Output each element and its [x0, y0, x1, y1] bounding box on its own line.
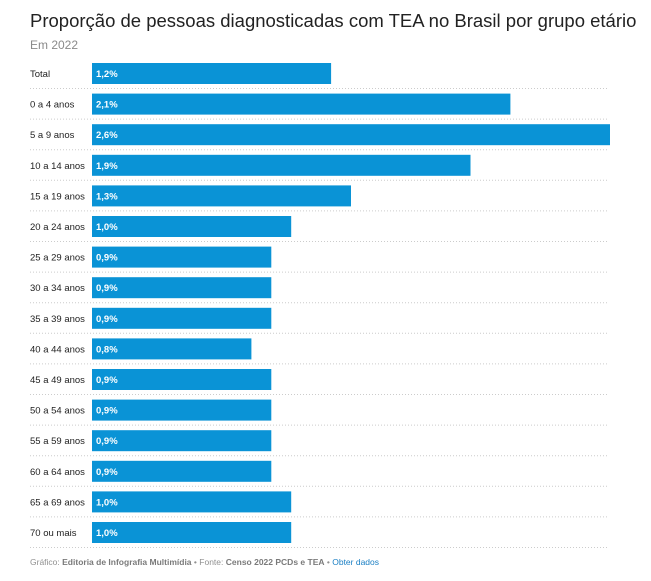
get-data-link[interactable]: Obter dados: [332, 557, 380, 567]
category-label: 70 ou mais: [30, 528, 77, 539]
bar[interactable]: [92, 185, 351, 207]
category-label: 5 a 9 anos: [30, 130, 75, 141]
bar[interactable]: [92, 93, 511, 115]
bar[interactable]: [92, 63, 332, 84]
data-label: 1,3%: [96, 191, 118, 202]
data-label: 0,9%: [96, 283, 118, 294]
data-label: 1,9%: [96, 161, 118, 172]
data-label: 1,0%: [96, 497, 118, 508]
category-label: 60 a 64 anos: [30, 467, 85, 478]
data-label: 0,9%: [96, 436, 118, 447]
footer-separator: •: [193, 557, 197, 567]
data-label: 1,2%: [96, 69, 118, 80]
category-label: 40 a 44 anos: [30, 344, 85, 355]
data-label: 0,8%: [96, 344, 118, 355]
bar[interactable]: [92, 369, 272, 390]
footer-separator-2: •: [326, 557, 330, 567]
category-label: 50 a 54 anos: [30, 406, 85, 417]
bar[interactable]: [92, 491, 292, 513]
bar[interactable]: [92, 124, 610, 146]
chart-subtitle: Em 2022: [30, 38, 79, 52]
category-label: 45 a 49 anos: [30, 375, 85, 386]
category-label: 30 a 34 anos: [30, 283, 85, 294]
data-label: 0,9%: [96, 375, 118, 386]
data-label: 2,1%: [96, 100, 118, 111]
category-label: 20 a 24 anos: [30, 222, 85, 233]
bar[interactable]: [92, 338, 252, 360]
category-label: 15 a 19 anos: [30, 191, 85, 202]
data-label: 0,9%: [96, 406, 118, 417]
category-label: 55 a 59 anos: [30, 436, 85, 447]
bar[interactable]: [92, 460, 272, 482]
category-label: 10 a 14 anos: [30, 161, 85, 172]
data-label: 2,6%: [96, 130, 118, 141]
bar[interactable]: [92, 522, 292, 543]
credit-label: Gráfico:: [30, 557, 60, 567]
category-label: 65 a 69 anos: [30, 497, 85, 508]
chart-footer: Gráfico: Editoria de Infografia Multimíd…: [30, 557, 379, 567]
data-label: 0,9%: [96, 253, 118, 264]
credit-value: Editoria de Infografia Multimídia: [62, 557, 192, 567]
chart-title: Proporção de pessoas diagnosticadas com …: [30, 10, 637, 31]
data-label: 1,0%: [96, 528, 118, 539]
category-label: 35 a 39 anos: [30, 314, 85, 325]
bar[interactable]: [92, 307, 272, 329]
category-label: 0 a 4 anos: [30, 100, 75, 111]
data-label: 0,9%: [96, 467, 118, 478]
source-value: Censo 2022 PCDs e TEA: [225, 557, 325, 567]
bar[interactable]: [92, 277, 272, 299]
bar-chart: Total 1,2% 0 a 4 anos 2,1% 5 a 9 anos 2,6% 10 …: [30, 63, 610, 548]
bar[interactable]: [92, 430, 272, 452]
bar[interactable]: [92, 399, 272, 421]
bar[interactable]: [92, 216, 292, 237]
category-label: Total: [30, 69, 50, 80]
bar[interactable]: [92, 246, 272, 268]
data-label: 1,0%: [96, 222, 118, 233]
source-label: Fonte:: [199, 557, 224, 567]
data-label: 0,9%: [96, 314, 118, 325]
bar[interactable]: [92, 154, 471, 176]
category-label: 25 a 29 anos: [30, 253, 85, 264]
